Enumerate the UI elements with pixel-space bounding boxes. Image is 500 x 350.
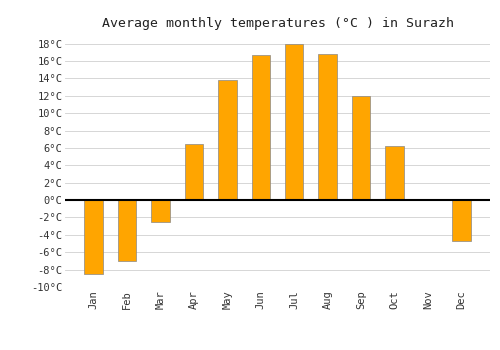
Bar [386, 146, 404, 200]
Bar [218, 80, 236, 200]
Bar [252, 55, 270, 200]
Bar [184, 144, 203, 200]
Bar [318, 54, 337, 200]
Bar [118, 200, 136, 261]
Bar [84, 200, 102, 274]
Bar [352, 96, 370, 200]
Bar [452, 200, 470, 241]
Bar [285, 44, 304, 200]
Title: Average monthly temperatures (°C ) in Surazh: Average monthly temperatures (°C ) in Su… [102, 17, 454, 30]
Bar [151, 200, 170, 222]
